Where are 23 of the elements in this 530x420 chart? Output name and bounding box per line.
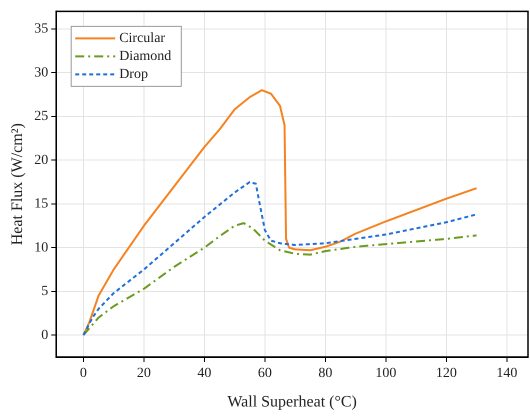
y-tick-label: 35 bbox=[34, 22, 48, 37]
y-tick-label: 25 bbox=[34, 109, 48, 124]
x-tick-label: 60 bbox=[258, 366, 272, 382]
x-tick-label: 100 bbox=[375, 366, 396, 382]
legend-label: Diamond bbox=[119, 49, 172, 64]
x-tick-label: 80 bbox=[318, 366, 332, 382]
x-tick-label: 20 bbox=[136, 366, 151, 382]
x-tick-label: 140 bbox=[496, 366, 518, 382]
x-tick-label: 0 bbox=[80, 366, 87, 382]
y-tick-label: 10 bbox=[34, 240, 48, 256]
y-axis-title: Heat Flux (W/cm²) bbox=[8, 123, 26, 246]
legend-label: Circular bbox=[119, 31, 166, 46]
y-tick-label: 0 bbox=[41, 328, 48, 343]
y-tick-label: 5 bbox=[41, 284, 48, 300]
x-axis-title: Wall Superheat (°C) bbox=[227, 394, 357, 411]
line-series bbox=[82, 222, 478, 336]
y-tick-label: 15 bbox=[34, 196, 48, 212]
x-tick-label: 120 bbox=[436, 366, 457, 382]
x-tick-label: 40 bbox=[197, 366, 212, 382]
y-tick-label: 20 bbox=[34, 152, 48, 168]
line-series bbox=[82, 181, 478, 336]
legend-label: Drop bbox=[119, 67, 148, 82]
y-tick-label: 30 bbox=[34, 65, 48, 80]
